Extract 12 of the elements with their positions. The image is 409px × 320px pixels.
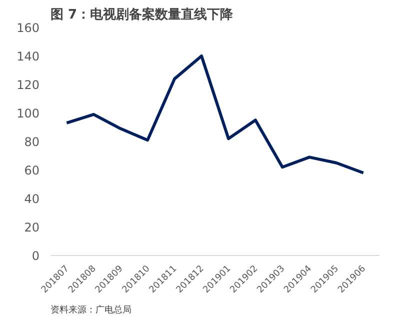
y-tick-label: 100 bbox=[16, 106, 40, 120]
y-tick-label: 40 bbox=[24, 192, 40, 206]
y-tick-label: 60 bbox=[24, 164, 40, 178]
y-tick-label: 160 bbox=[16, 21, 40, 35]
chart-title: 图 7：电视剧备案数量直线下降 bbox=[50, 6, 234, 22]
y-tick-label: 20 bbox=[24, 220, 40, 234]
y-tick-label: 80 bbox=[24, 135, 40, 149]
y-tick-label: 0 bbox=[32, 249, 40, 263]
y-tick-label: 140 bbox=[16, 50, 40, 64]
line-series bbox=[65, 54, 365, 174]
text: 资料来源：广电总局 bbox=[50, 304, 132, 316]
y-tick-label: 120 bbox=[16, 78, 40, 92]
